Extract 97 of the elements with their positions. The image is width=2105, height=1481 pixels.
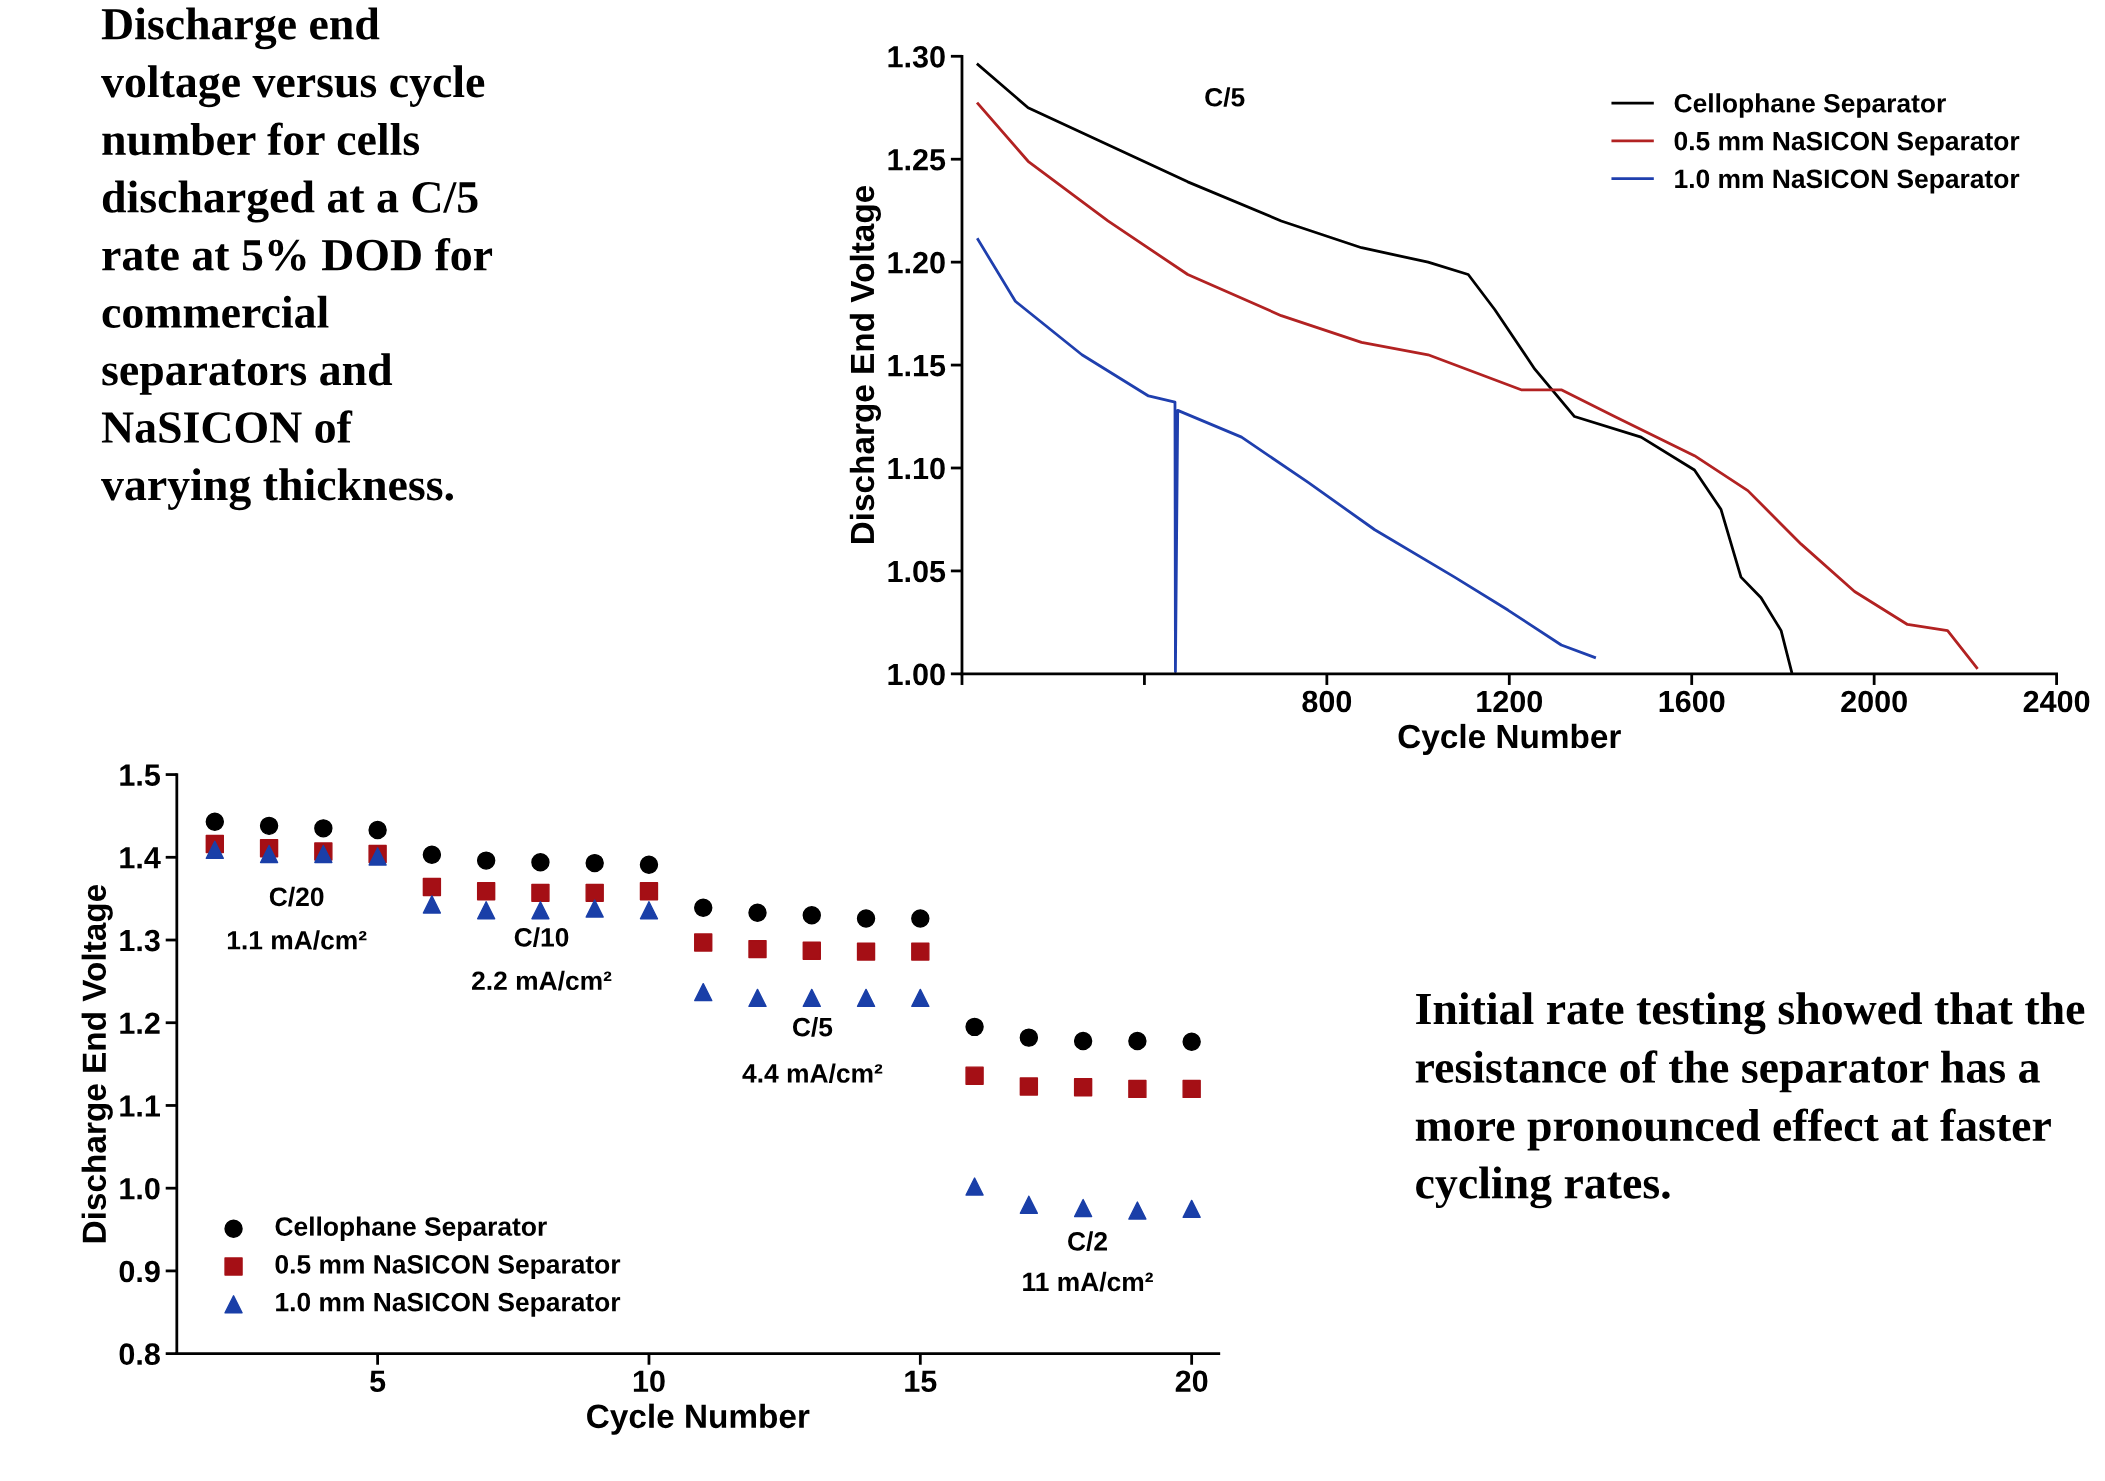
point — [205, 812, 225, 831]
line-series — [976, 238, 1596, 674]
point — [856, 988, 876, 1008]
y-tick-label: 1.00 — [888, 663, 945, 686]
y-tick-label: 1.25 — [888, 148, 946, 171]
point — [694, 982, 713, 1002]
y-tick-label: 1.0 — [120, 1177, 160, 1200]
point — [1128, 1079, 1147, 1099]
point — [1019, 1195, 1039, 1214]
x-tick-label: 2000 — [1841, 690, 1907, 713]
legend-label: Cellophane Separator — [275, 1216, 547, 1242]
point — [802, 905, 821, 925]
point — [422, 895, 442, 914]
y-tick-label: 1.5 — [120, 764, 160, 786]
x-tick-label: 20 — [1175, 1370, 1208, 1393]
point — [1182, 1032, 1201, 1051]
point — [748, 939, 767, 959]
point — [314, 819, 333, 838]
legend-label: 0.5 mm NaSICON Separator — [1674, 131, 2020, 156]
x-tick-label: 2400 — [2023, 690, 2090, 713]
point — [476, 851, 496, 870]
y-tick-label: 1.10 — [888, 457, 945, 480]
x-tick-label: 1600 — [1659, 690, 1725, 713]
y-tick-label: 1.30 — [888, 46, 945, 68]
annotation: C/20 — [269, 886, 324, 907]
point — [1128, 1201, 1147, 1220]
legend-label: 0.5 mm NaSICON Separator — [275, 1254, 621, 1279]
y-tick-label: 1.4 — [120, 847, 161, 869]
annotation: C/5 — [792, 1017, 833, 1037]
point — [748, 903, 767, 922]
legend-label: 1.0 mm NaSICON Separator — [276, 1292, 621, 1317]
point — [368, 820, 387, 840]
legend-label: Cellophane Separator — [1674, 93, 1946, 118]
point — [911, 909, 930, 928]
x-tick-label: 10 — [633, 1370, 665, 1393]
y-axis-title: Discharge End Voltage — [81, 884, 113, 1243]
point — [856, 909, 876, 928]
annotation: C/10 — [514, 927, 569, 947]
y-tick-label: 1.20 — [888, 251, 945, 274]
y-axis-title: Discharge End Voltage — [849, 185, 881, 544]
y-tick-label: 0.8 — [119, 1343, 160, 1366]
x-tick-label: 15 — [905, 1370, 937, 1393]
point — [259, 844, 279, 864]
point — [585, 883, 604, 903]
text: Initial rate testing showed that the resistance of the separator has a more pronounced effect at faster cycling rates. — [1415, 992, 2085, 1209]
point — [531, 883, 550, 903]
point — [965, 1066, 984, 1085]
point — [694, 933, 713, 952]
annotation: 1.1 mA/cm² — [227, 930, 367, 950]
annotation: 2.2 mA/cm² — [472, 970, 612, 991]
text: Discharge end voltage versus cycle number for cells discharged at a C/5 rate at 5% DOD for commercial separators and NaSICON of varying thickness. — [101, 7, 493, 511]
point — [585, 899, 604, 918]
legend-label: 1.0 mm NaSICON Separator — [1675, 169, 2020, 194]
point — [965, 1177, 984, 1196]
point — [476, 882, 496, 901]
y-tick-label: 1.3 — [120, 929, 160, 952]
point — [1073, 1198, 1093, 1218]
point — [259, 816, 279, 836]
x-tick-label: 1200 — [1477, 690, 1543, 713]
point — [1128, 1031, 1147, 1051]
x-axis-title: Cycle Number — [587, 1403, 810, 1435]
annotation: C/2 — [1068, 1231, 1107, 1251]
annotation: C/5 — [1205, 87, 1245, 107]
point — [585, 853, 604, 873]
y-tick-label: 0.9 — [119, 1260, 160, 1283]
y-tick-label: 1.05 — [888, 560, 946, 583]
annotation: 4.4 mA/cm² — [742, 1063, 883, 1084]
point — [205, 840, 225, 860]
point — [802, 941, 821, 960]
point — [1182, 1199, 1201, 1219]
point — [476, 901, 496, 920]
point — [748, 988, 767, 1008]
point — [1073, 1078, 1093, 1097]
x-tick-label: 5 — [370, 1370, 386, 1393]
point — [531, 853, 550, 872]
point — [856, 942, 876, 961]
annotation: 11 mA/cm² — [1023, 1271, 1153, 1292]
point — [639, 882, 659, 901]
point — [1073, 1031, 1093, 1051]
point — [802, 988, 821, 1008]
point — [1019, 1028, 1039, 1047]
point — [1182, 1079, 1201, 1099]
y-tick-label: 1.2 — [120, 1012, 160, 1034]
point — [911, 988, 930, 1008]
point — [531, 901, 550, 920]
point — [965, 1017, 984, 1037]
point — [911, 942, 930, 961]
y-tick-label: 1.15 — [888, 355, 946, 377]
point — [422, 877, 442, 897]
point — [639, 901, 659, 920]
x-tick-label: 800 — [1302, 690, 1352, 713]
point — [694, 898, 713, 917]
y-tick-label: 1.1 — [120, 1095, 160, 1117]
x-axis-title: Cycle Number — [1398, 723, 1621, 755]
point — [639, 855, 659, 874]
point — [422, 845, 442, 865]
point — [1019, 1077, 1039, 1096]
